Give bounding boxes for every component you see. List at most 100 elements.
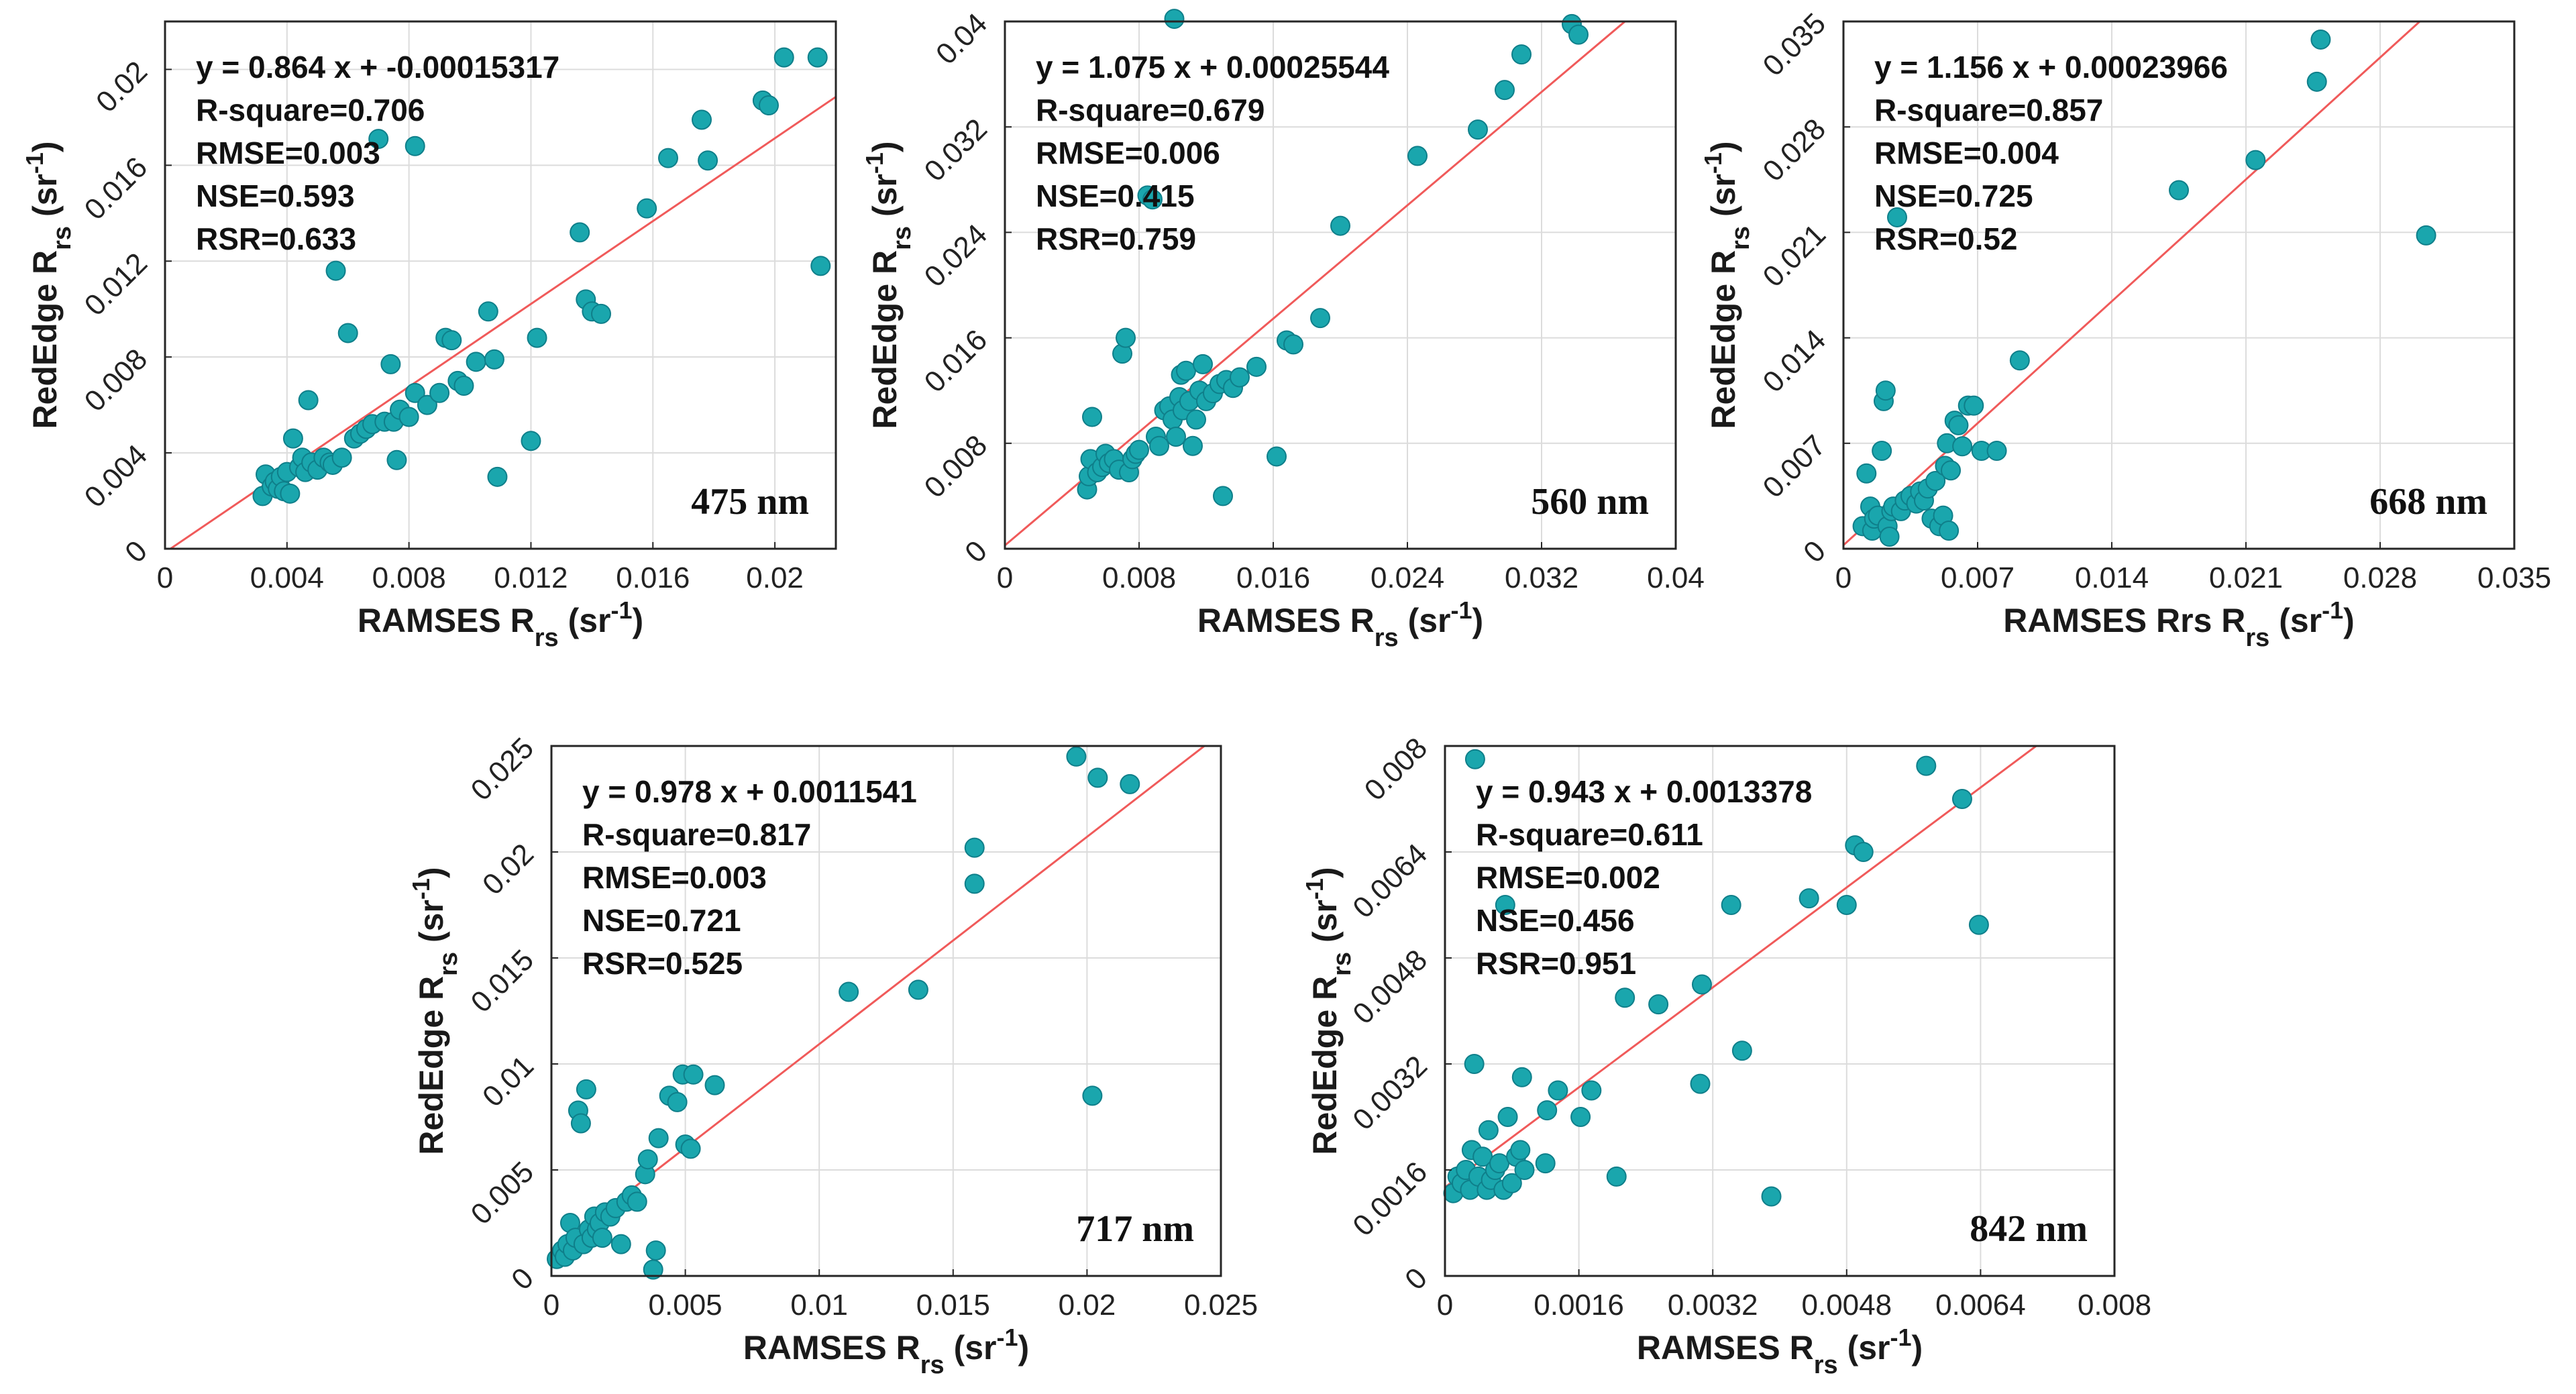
data-point <box>1853 842 1874 862</box>
data-point <box>1330 215 1350 236</box>
ylabel-unit-open: (sr <box>413 900 450 952</box>
stats-line: RMSE=0.003 <box>196 136 380 170</box>
y-tick-label: 0.028 <box>1757 113 1833 189</box>
ylabel-unit-close: ) <box>1306 867 1344 878</box>
data-point <box>570 222 590 243</box>
xlabel-unit-open: (sr <box>559 602 611 639</box>
data-point <box>637 1149 658 1170</box>
stats-line: RSR=0.52 <box>1874 221 2018 256</box>
stats-line: RSR=0.525 <box>582 946 743 981</box>
x-tick-label: 0.02 <box>1059 1289 1116 1322</box>
ylabel-unit-close: ) <box>866 141 904 152</box>
y-tick-label: 0.012 <box>78 247 154 323</box>
x-tick-label: 0.0016 <box>1534 1289 1624 1322</box>
x-axis-label: RAMSES Rrs (sr-1) <box>743 1324 1029 1380</box>
data-point <box>298 390 319 411</box>
stats-line: y = 1.156 x + 0.00023966 <box>1874 50 2228 85</box>
ylabel-main: RedEdge R <box>866 250 904 429</box>
data-point <box>1872 441 1892 462</box>
wavelength-label: 668 nm <box>2369 481 2487 523</box>
xlabel-unit-close: ) <box>1912 1329 1923 1366</box>
data-point <box>759 95 779 116</box>
xlabel-unit-open: (sr <box>2269 602 2322 639</box>
data-point <box>1570 1107 1591 1127</box>
data-point <box>1856 463 1877 484</box>
stats-line: RSR=0.633 <box>196 221 356 256</box>
data-points <box>252 47 831 506</box>
data-point <box>1142 189 1163 210</box>
data-point <box>1176 360 1196 381</box>
data-point <box>698 150 718 171</box>
axes-frame <box>1842 20 2516 550</box>
data-point <box>704 1075 725 1095</box>
x-tick-label: 0.02 <box>746 561 804 594</box>
data-point <box>807 47 828 68</box>
stats-line: y = 0.978 x + 0.0011541 <box>582 774 917 809</box>
data-point <box>1951 789 1972 809</box>
data-point <box>683 1064 704 1085</box>
ylabel-subscript: rs <box>888 226 916 250</box>
x-tick-label: 0.014 <box>2075 561 2149 594</box>
data-point <box>1537 1100 1558 1121</box>
x-tick-label: 0 <box>997 561 1013 594</box>
data-point <box>417 394 437 415</box>
data-point <box>1761 1186 1782 1207</box>
chart-panel-560: 0 0.008 0.016 0.024 0.032 0.04 0 0.008 0.016 0.02… <box>861 7 1705 652</box>
data-point <box>1836 895 1857 915</box>
x-tick-label: 0.008 <box>1102 561 1176 594</box>
data-point <box>1799 888 1819 909</box>
data-point <box>484 349 504 370</box>
ylabel-unit-exponent: -1 <box>1301 878 1328 900</box>
y-tick-label: 0.024 <box>918 218 994 294</box>
data-point <box>386 449 407 470</box>
data-point <box>1087 767 1108 788</box>
data-point <box>2416 225 2436 246</box>
data-point <box>398 407 419 427</box>
data-points <box>546 746 1140 1280</box>
ylabel-unit-close: ) <box>26 141 64 152</box>
xlabel-unit-open: (sr <box>1399 602 1451 639</box>
data-point <box>466 352 486 372</box>
data-point <box>658 148 678 168</box>
data-point <box>1581 1080 1602 1101</box>
data-point <box>1082 1085 1103 1106</box>
y-tick-label: 0.02 <box>476 837 540 901</box>
data-point <box>1489 1153 1510 1174</box>
x-tick-label: 0.04 <box>1647 561 1705 594</box>
x-tick-label: 0.028 <box>2343 561 2417 594</box>
data-point <box>1120 773 1140 794</box>
data-point <box>325 260 346 281</box>
stats-line: y = 0.943 x + 0.0013378 <box>1476 774 1812 809</box>
y-tick-label: 0.0016 <box>1346 1155 1434 1242</box>
xlabel-main: RAMSES R <box>1197 602 1375 639</box>
y-tick-label: 0.008 <box>918 429 994 504</box>
data-point <box>1183 435 1203 456</box>
stats-line: NSE=0.721 <box>582 903 741 938</box>
y-tick-label: 0.02 <box>90 55 154 119</box>
x-tick-label: 0.008 <box>2078 1289 2151 1322</box>
y-tick-label: 0 <box>959 534 994 569</box>
stats-line: NSE=0.415 <box>1036 178 1195 213</box>
data-point <box>1166 426 1186 447</box>
stats-line: R-square=0.706 <box>196 93 425 127</box>
y-tick-label: 0.005 <box>465 1155 541 1231</box>
data-point <box>908 979 928 1000</box>
xlabel-main: RAMSES R <box>1637 1329 1814 1366</box>
data-point <box>1230 367 1250 388</box>
data-point <box>1548 1080 1568 1101</box>
stats-line: RMSE=0.002 <box>1476 860 1660 895</box>
data-point <box>1939 521 1960 541</box>
data-point <box>1310 308 1330 329</box>
data-point <box>680 1138 701 1159</box>
plot-area <box>1445 746 2114 1276</box>
data-point <box>576 1079 596 1100</box>
ylabel-unit-close: ) <box>413 867 450 878</box>
y-tick-label: 0 <box>119 534 154 569</box>
ylabel-unit-close: ) <box>1705 141 1742 152</box>
axes-frame <box>164 20 837 550</box>
data-point <box>1721 895 1741 915</box>
data-point <box>1948 415 1969 435</box>
data-point <box>1283 334 1303 355</box>
xlabel-unit-exponent: -1 <box>610 596 632 624</box>
data-point <box>1568 24 1589 45</box>
